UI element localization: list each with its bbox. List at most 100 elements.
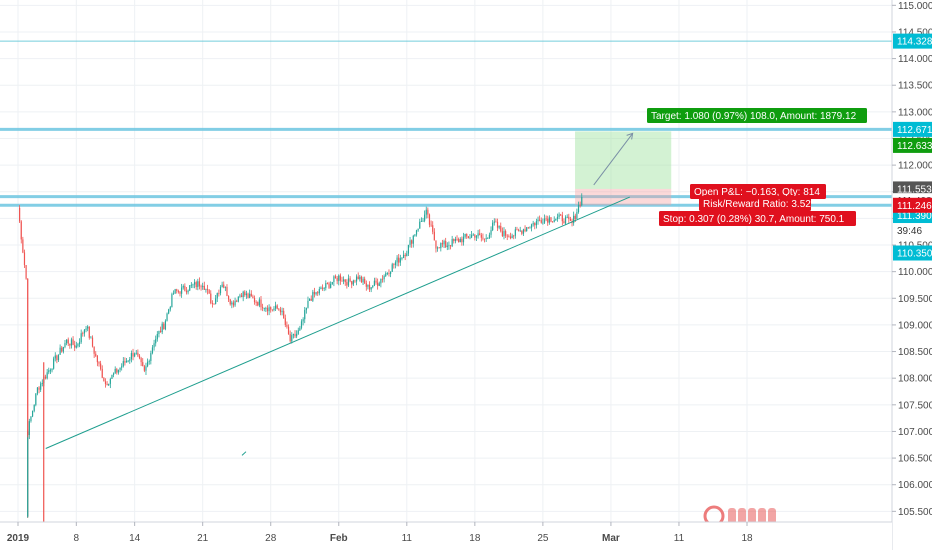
candle-body bbox=[424, 214, 426, 221]
price-tag[interactable]: 39:46 bbox=[893, 223, 932, 239]
candle-body bbox=[383, 276, 385, 280]
candle-body bbox=[469, 237, 471, 239]
candle-body bbox=[359, 276, 361, 280]
time-tick-label: 18 bbox=[741, 533, 753, 544]
price-tick-label: 106.500 bbox=[898, 454, 932, 465]
candle-body bbox=[574, 215, 576, 219]
candle-body bbox=[158, 330, 160, 334]
candle-body bbox=[492, 222, 494, 231]
time-tick-label: 18 bbox=[469, 533, 481, 544]
candle-body bbox=[338, 275, 340, 282]
candle-body bbox=[20, 221, 22, 240]
price-tag[interactable]: 111.553 bbox=[893, 181, 932, 197]
candle-body bbox=[101, 368, 103, 378]
candle-body bbox=[480, 234, 482, 238]
long-position-tool[interactable] bbox=[575, 131, 672, 206]
candle-body bbox=[362, 278, 364, 283]
candle-body bbox=[522, 229, 525, 234]
candle-body bbox=[558, 214, 560, 217]
candle-body bbox=[22, 239, 24, 253]
candle-body bbox=[205, 289, 207, 290]
candle-body bbox=[129, 359, 131, 361]
candle-body bbox=[398, 257, 400, 263]
candle-body bbox=[70, 339, 73, 346]
candle-body bbox=[411, 240, 413, 244]
candle-body bbox=[156, 333, 158, 340]
time-tick-label: 14 bbox=[129, 533, 141, 544]
candle-body bbox=[357, 276, 359, 280]
time-axis[interactable]: 2019 8 14 21 28 Feb 11 18 25 Mar 11 18 bbox=[0, 521, 892, 550]
watermark-glyph bbox=[758, 508, 766, 524]
candle-body bbox=[46, 372, 48, 379]
candle-body bbox=[425, 209, 427, 215]
candle-body bbox=[250, 293, 252, 297]
candle-body bbox=[177, 291, 179, 292]
watermark-glyph bbox=[738, 508, 746, 524]
candle-body bbox=[564, 217, 567, 224]
candle-body bbox=[545, 218, 547, 220]
price-axis[interactable]: 105.500 106.000 106.500 107.000 107.500 108.0… bbox=[891, 0, 932, 550]
candle-body bbox=[151, 347, 154, 354]
candle-body bbox=[300, 321, 303, 328]
candle-body bbox=[471, 235, 473, 238]
candle-body bbox=[568, 216, 570, 219]
loss-zone[interactable] bbox=[575, 188, 672, 206]
position-labels: Target: 1.080 (0.97%) 108.0, Amount: 187… bbox=[647, 108, 867, 226]
candle-body bbox=[438, 247, 440, 249]
candle-body bbox=[75, 345, 77, 348]
trendline[interactable] bbox=[45, 132, 634, 456]
candle-body bbox=[19, 207, 21, 222]
candle-body bbox=[534, 223, 536, 226]
price-tag[interactable]: 112.633 bbox=[893, 137, 932, 153]
candle-body bbox=[87, 326, 89, 329]
candle-body bbox=[166, 313, 168, 321]
price-tick-label: 110.000 bbox=[898, 267, 932, 278]
candle-body bbox=[393, 264, 395, 266]
candle-body bbox=[433, 231, 435, 241]
candle-body bbox=[505, 231, 507, 236]
candle-body bbox=[552, 221, 554, 223]
candle-body bbox=[77, 344, 79, 346]
candle-body bbox=[270, 307, 272, 310]
candle-body bbox=[36, 387, 39, 394]
candle-body bbox=[417, 228, 419, 231]
candle-body bbox=[496, 221, 499, 228]
candle-body bbox=[124, 361, 126, 363]
candle-body bbox=[302, 319, 304, 322]
candle-body bbox=[163, 323, 165, 330]
candle-body bbox=[367, 284, 369, 287]
time-tick-label: 11 bbox=[402, 533, 413, 544]
candle-body bbox=[347, 278, 350, 286]
horizontal-levels[interactable] bbox=[0, 40, 892, 207]
candle-body bbox=[215, 298, 217, 304]
candle-body bbox=[315, 292, 317, 295]
candle-body bbox=[561, 215, 563, 222]
candle-body bbox=[341, 280, 343, 282]
profit-zone[interactable] bbox=[575, 131, 672, 189]
candle-body bbox=[474, 234, 476, 238]
price-tag[interactable]: 110.350 bbox=[893, 245, 932, 261]
candle-body bbox=[273, 308, 275, 310]
watermark-glyph bbox=[748, 508, 756, 524]
candle-body bbox=[268, 307, 270, 312]
candle-body bbox=[509, 236, 512, 239]
candle-body bbox=[579, 204, 581, 206]
candle-body bbox=[312, 291, 314, 301]
risk-reward-label: Risk/Reward Ratio: 3.52 bbox=[699, 196, 811, 211]
ascending-trendline[interactable] bbox=[45, 196, 630, 449]
candle-body bbox=[41, 383, 43, 384]
candle-body bbox=[498, 225, 500, 228]
price-tag[interactable]: 114.328 bbox=[893, 33, 932, 49]
candle-body bbox=[355, 276, 358, 282]
price-tag-bg bbox=[893, 245, 932, 261]
candle-body bbox=[466, 233, 468, 237]
candle-body bbox=[394, 262, 397, 265]
candle-body bbox=[161, 323, 163, 333]
candle-body bbox=[112, 373, 115, 375]
price-tag[interactable]: 112.671 bbox=[893, 121, 932, 137]
price-tag[interactable]: 111.246 bbox=[893, 197, 932, 213]
candle-body bbox=[453, 239, 455, 242]
candle-body bbox=[446, 245, 448, 247]
candle-body bbox=[25, 265, 27, 279]
